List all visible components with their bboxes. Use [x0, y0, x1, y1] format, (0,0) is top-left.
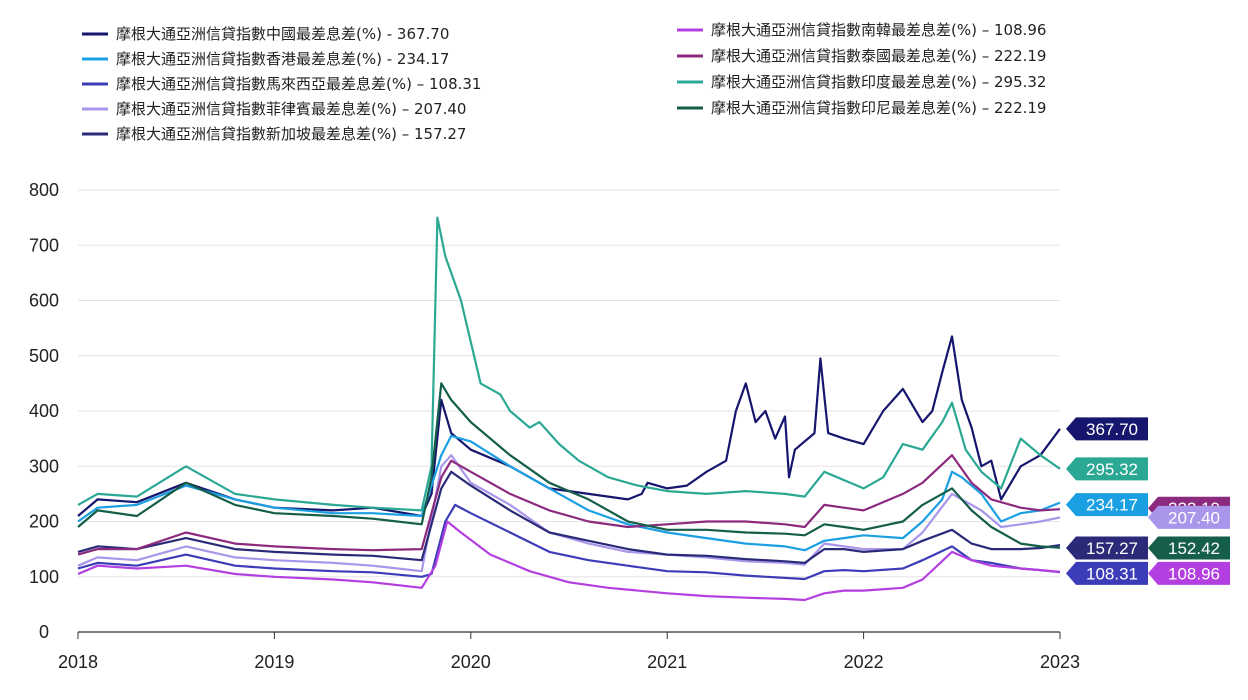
grid	[78, 189, 1060, 578]
legend-entry: 摩根大通亞洲信貸指數香港最差息差(%) - 234.17	[116, 50, 449, 68]
series-line-9	[77, 382, 1061, 549]
end-tag-shape	[1066, 417, 1148, 441]
series-line-2	[77, 434, 1061, 552]
x-tick-label: 2021	[647, 652, 687, 672]
end-tag: 234.17	[1066, 493, 1148, 517]
y-tick-label: 800	[29, 180, 59, 200]
end-tag-shape	[1066, 536, 1148, 560]
end-tag-shape	[1066, 457, 1148, 481]
series-line-8	[77, 216, 1061, 512]
end-tag-label: 207.40	[1168, 508, 1220, 527]
end-tag-shape	[1066, 561, 1148, 585]
y-tick-label: 100	[29, 567, 59, 587]
legend-entry: 摩根大通亞洲信貸指數新加坡最差息差(%) – 157.27	[116, 125, 466, 143]
series-lines	[77, 216, 1061, 602]
legend-entry: 摩根大通亞洲信貸指數中國最差息差(%) - 367.70	[116, 25, 449, 43]
y-tick-label: 500	[29, 346, 59, 366]
end-tag: 295.32	[1066, 457, 1148, 481]
y-tick-label: 700	[29, 235, 59, 255]
y-tick-label: 600	[29, 291, 59, 311]
x-tick-label: 2020	[451, 652, 491, 672]
y-tick-label: 300	[29, 456, 59, 476]
end-tag-label: 367.70	[1086, 420, 1138, 439]
series-line-6	[77, 520, 1061, 602]
legend: 摩根大通亞洲信貸指數中國最差息差(%) - 367.70 摩根大通亞洲信貸指數香港…	[82, 21, 1046, 143]
y-tick-label: 0	[39, 622, 49, 642]
end-tag: 367.70	[1066, 417, 1148, 441]
end-tag: 152.42	[1148, 536, 1230, 560]
end-tag-shape	[1066, 493, 1148, 517]
legend-entry: 摩根大通亞洲信貸指數馬來西亞最差息差(%) – 108.31	[116, 75, 481, 93]
end-tag: 108.31	[1066, 561, 1148, 585]
legend-entry: 摩根大通亞洲信貸指數泰國最差息差(%) – 222.19	[711, 47, 1046, 65]
series-line-5	[77, 470, 1061, 564]
x-tick-label: 2018	[58, 652, 98, 672]
end-tag-label: 152.42	[1168, 539, 1220, 558]
end-tag-shape	[1148, 536, 1230, 560]
y-tick-label: 200	[29, 512, 59, 532]
x-tick-label: 2019	[254, 652, 294, 672]
end-tag-label: 108.31	[1086, 564, 1138, 583]
end-tag: 207.40	[1148, 505, 1230, 529]
legend-entry: 摩根大通亞洲信貸指數菲律賓最差息差(%) – 207.40	[116, 100, 466, 118]
x-tick-label: 2022	[844, 652, 884, 672]
end-tag-shape	[1148, 561, 1230, 585]
end-tag-label: 234.17	[1086, 496, 1138, 515]
x-axis: 2018 2019 2020 2021 2022 2023	[58, 631, 1080, 672]
legend-entry: 摩根大通亞洲信貸指數印尼最差息差(%) – 222.19	[711, 99, 1046, 117]
end-tag-label: 108.96	[1168, 564, 1220, 583]
series-line-3	[77, 503, 1061, 581]
end-tag-shape	[1148, 505, 1230, 529]
y-axis: 0 100 200 300 400 500 600 700 800	[29, 180, 59, 642]
legend-entry: 摩根大通亞洲信貸指數印度最差息差(%) – 295.32	[711, 73, 1046, 91]
end-tag: 108.96	[1148, 561, 1230, 585]
end-tag-label: 295.32	[1086, 460, 1138, 479]
end-tag-label: 157.27	[1086, 539, 1138, 558]
x-tick-label: 2023	[1040, 652, 1080, 672]
end-value-tags: 367.70295.32222.19234.17207.40157.27152.…	[1066, 417, 1230, 585]
y-tick-label: 400	[29, 401, 59, 421]
end-tag: 157.27	[1066, 536, 1148, 560]
legend-entry: 摩根大通亞洲信貸指數南韓最差息差(%) – 108.96	[711, 21, 1046, 39]
